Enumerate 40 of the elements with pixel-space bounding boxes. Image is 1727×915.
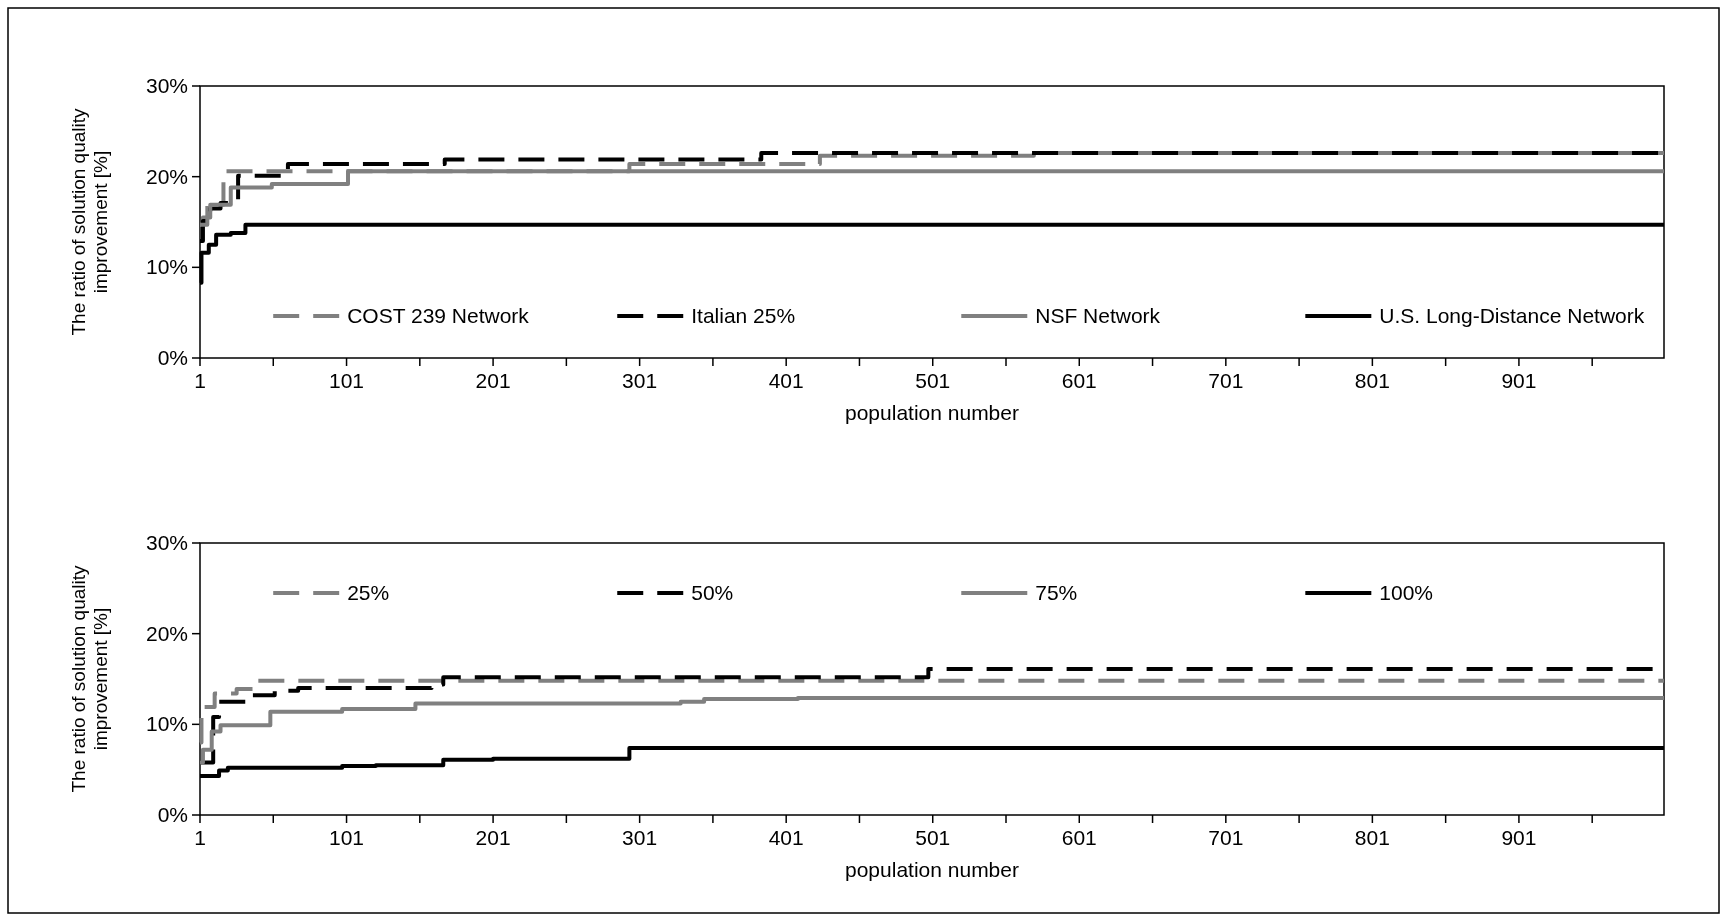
x-tick-label: 201 [475, 826, 511, 849]
legend-label: NSF Network [1035, 304, 1161, 327]
legend-label: COST 239 Network [347, 304, 530, 327]
y-tick-label: 20% [145, 164, 188, 188]
x-tick-label: 801 [1354, 369, 1390, 392]
x-tick-label: 901 [1501, 369, 1537, 392]
x-tick-label: 1 [194, 369, 206, 392]
x-tick-label: 301 [622, 369, 658, 392]
legend-label: 50% [691, 581, 734, 604]
x-tick-label: 401 [768, 826, 804, 849]
y-tick-label: 10% [145, 712, 188, 736]
legend-label: Italian 25% [691, 304, 796, 327]
x-tick-label: 201 [475, 369, 511, 392]
x-tick-label: 401 [768, 369, 804, 392]
y-tick-label: 20% [145, 621, 188, 645]
x-tick-label: 501 [915, 826, 951, 849]
x-tick-label: 601 [1061, 826, 1097, 849]
x-tick-label: 801 [1354, 826, 1390, 849]
x-tick-label: 701 [1208, 826, 1244, 849]
x-tick-label: 701 [1208, 369, 1244, 392]
y-tick-label: 0% [157, 346, 188, 369]
legend-label: 100% [1379, 581, 1434, 604]
x-tick-label: 101 [329, 369, 365, 392]
y-tick-label: 30% [145, 74, 188, 97]
x-axis-title: population number [845, 401, 1019, 424]
x-tick-label: 901 [1501, 826, 1537, 849]
y-tick-label: 30% [145, 531, 188, 554]
x-tick-label: 301 [622, 826, 658, 849]
legend-label: 25% [347, 581, 390, 604]
legend-label: U.S. Long-Distance Network [1379, 304, 1645, 327]
x-tick-label: 1 [194, 826, 206, 849]
y-axis-title: The ratio of solution quality improvement [%] [68, 564, 111, 793]
y-tick-label: 10% [145, 255, 188, 279]
x-tick-label: 601 [1061, 369, 1097, 392]
y-axis-title: The ratio of solution quality improvement [%] [68, 107, 111, 336]
legend-label: 75% [1035, 581, 1078, 604]
x-axis-title: population number [845, 858, 1019, 881]
y-tick-label: 0% [157, 803, 188, 826]
x-tick-label: 101 [329, 826, 365, 849]
x-tick-label: 501 [915, 369, 951, 392]
